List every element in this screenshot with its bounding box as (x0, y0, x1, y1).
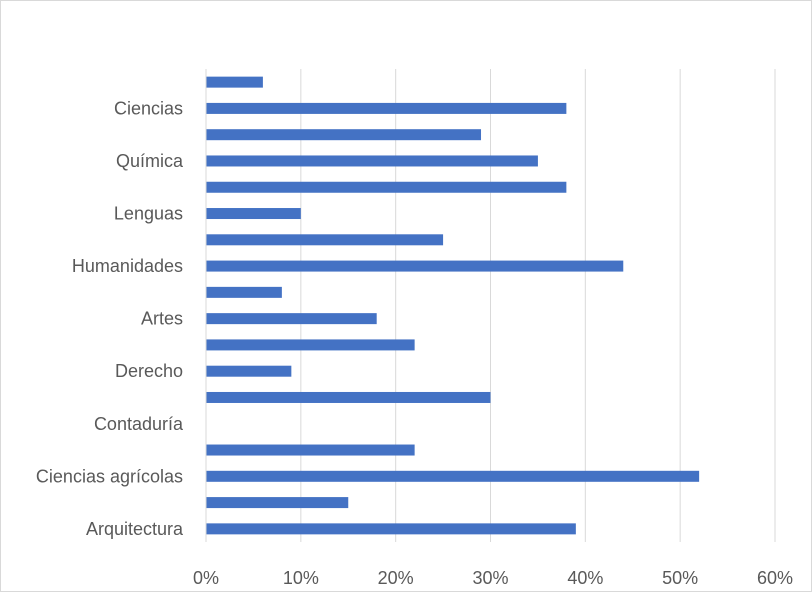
category-labels: Arquitectura Ciencias agrícolas Contaduría… (36, 98, 184, 538)
bar (206, 470, 700, 482)
bar (206, 523, 576, 535)
bars (206, 76, 700, 535)
bar (206, 102, 567, 114)
bar (206, 76, 263, 88)
bar (206, 286, 282, 298)
bar (206, 497, 349, 509)
bar (206, 129, 482, 141)
bar (206, 365, 292, 377)
x-tick-label: 60% (757, 568, 793, 588)
bar (206, 155, 538, 167)
x-tick-label: 30% (472, 568, 508, 588)
bar (206, 391, 491, 403)
bar (206, 208, 301, 220)
x-tick-label: 40% (567, 568, 603, 588)
y-tick-label: Lenguas (114, 204, 183, 224)
x-tick-label: 50% (662, 568, 698, 588)
bar (206, 313, 377, 325)
y-tick-label: Química (116, 151, 184, 171)
y-tick-label: Artes (141, 309, 183, 329)
x-tick-label: 10% (283, 568, 319, 588)
bar (206, 181, 567, 193)
y-tick-label: Humanidades (72, 256, 183, 276)
y-tick-label: Ciencias (114, 98, 183, 118)
x-tick-label: 20% (378, 568, 414, 588)
bar (206, 234, 444, 246)
y-tick-label: Ciencias agrícolas (36, 466, 183, 486)
y-tick-label: Arquitectura (86, 519, 184, 539)
bar (206, 444, 415, 456)
value-axis-labels: 0% 10% 20% 30% 40% 50% 60% (193, 568, 793, 588)
gridlines (300, 69, 776, 542)
bar (206, 339, 415, 351)
bar (206, 260, 624, 272)
x-tick-label: 0% (193, 568, 219, 588)
y-tick-label: Derecho (115, 361, 183, 381)
y-tick-label: Contaduría (94, 414, 184, 434)
